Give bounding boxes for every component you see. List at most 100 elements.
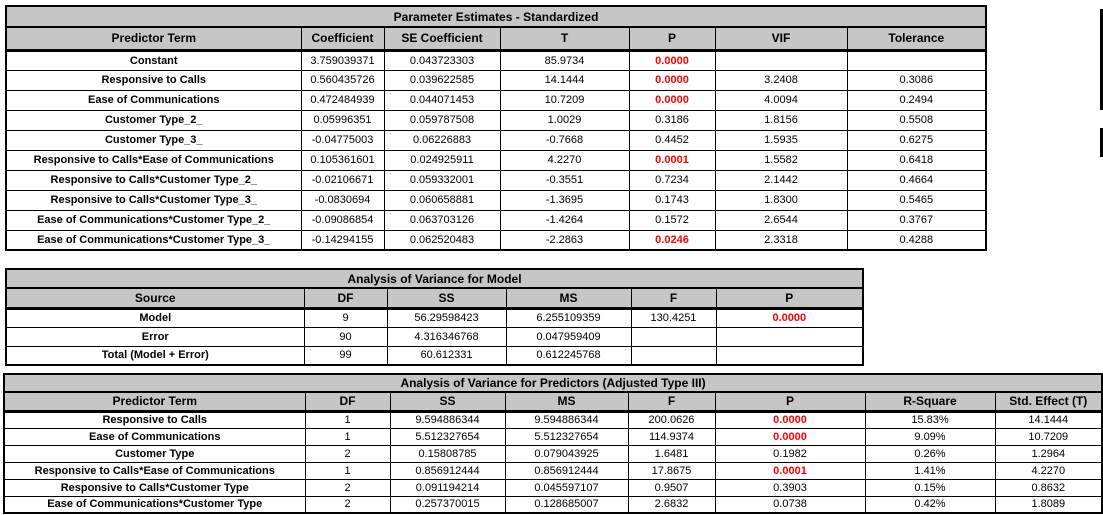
value-cell: 85.9734 xyxy=(499,49,630,71)
table-row: Customer Type_2_ 0.05996351 0.059787508 1.0… xyxy=(5,109,987,131)
column-header: MS xyxy=(504,391,629,413)
clipped-right-border-top xyxy=(1100,9,1103,110)
value-cell: 2 xyxy=(304,444,391,463)
value-cell: 0.1982 xyxy=(714,444,866,463)
value-cell: 0.0738 xyxy=(714,495,866,514)
value-cell: 0.05996351 xyxy=(300,109,385,131)
value-cell xyxy=(715,345,864,366)
value-cell: 2.6832 xyxy=(627,495,716,514)
row-label: Responsive to Calls*Ease of Communicatio… xyxy=(5,149,302,171)
significant-p-value: 0.0001 xyxy=(714,461,866,480)
value-cell: 0.045597107 xyxy=(504,478,629,497)
value-cell: 17.8675 xyxy=(627,461,716,480)
value-cell: 4.2270 xyxy=(994,461,1103,480)
value-cell: -1.4264 xyxy=(499,209,630,231)
value-cell xyxy=(715,326,864,347)
value-cell: 0.3086 xyxy=(846,69,987,91)
value-cell: 0.062520483 xyxy=(383,229,501,251)
table-row: Responsive to Calls 0.560435726 0.03962258… xyxy=(5,69,987,91)
column-header: Source xyxy=(5,287,305,310)
value-cell: 1 xyxy=(304,410,391,429)
value-cell: 0.6418 xyxy=(846,149,987,171)
value-cell: -0.0830694 xyxy=(300,189,385,211)
value-cell: 90 xyxy=(303,326,388,347)
row-label: Ease of Communications*Customer Type xyxy=(3,495,306,514)
value-cell: 2.6544 xyxy=(714,209,848,231)
row-label: Responsive to Calls*Customer Type xyxy=(3,478,306,497)
value-cell: 0.15% xyxy=(864,478,996,497)
row-label: Ease of Communications xyxy=(3,427,306,446)
significant-p-value: 0.0000 xyxy=(628,49,716,71)
value-cell: 9.594886344 xyxy=(389,410,506,429)
value-cell: 6.255109359 xyxy=(505,307,632,328)
row-label: Customer Type_2_ xyxy=(5,109,302,131)
value-cell xyxy=(846,49,987,71)
value-cell: 1.8156 xyxy=(714,109,848,131)
table-row: Ease of Communications*Customer Type_2_ -… xyxy=(5,209,987,231)
row-label: Responsive to Calls xyxy=(5,69,302,91)
value-cell: 2.3318 xyxy=(714,229,848,251)
value-cell: 0.4452 xyxy=(628,129,716,151)
value-cell: 0.047959409 xyxy=(505,326,632,347)
value-cell: 4.0094 xyxy=(714,89,848,111)
value-cell: 9.09% xyxy=(864,427,996,446)
column-header: F xyxy=(627,391,716,413)
row-label: Ease of Communications*Customer Type_2_ xyxy=(5,209,302,231)
table-title: Analysis of Variance for Model xyxy=(5,268,864,289)
value-cell: -0.14294155 xyxy=(300,229,385,251)
anova-predictors-table: Analysis of Variance for Predictors (Adj… xyxy=(3,373,1103,514)
value-cell: 0.257370015 xyxy=(389,495,506,514)
table-row: Model 9 56.29598423 6.255109359 130.4251 0.00… xyxy=(5,307,864,328)
value-cell: 4.316346768 xyxy=(386,326,507,347)
value-cell: 200.0626 xyxy=(627,410,716,429)
value-cell: 99 xyxy=(303,345,388,366)
column-header: R-Square xyxy=(864,391,996,413)
value-cell: 0.059787508 xyxy=(383,109,501,131)
value-cell: 4.2270 xyxy=(499,149,630,171)
column-header: DF xyxy=(303,287,388,310)
value-cell: 0.3186 xyxy=(628,109,716,131)
table-row: Responsive to Calls*Customer Type 2 0.0911… xyxy=(3,478,1103,497)
column-header: Predictor Term xyxy=(5,26,302,52)
column-header: VIF xyxy=(714,26,848,52)
row-label: Ease of Communications*Customer Type_3_ xyxy=(5,229,302,251)
value-cell: 1 xyxy=(304,427,391,446)
value-cell: 0.5465 xyxy=(846,189,987,211)
column-header: F xyxy=(630,287,717,310)
value-cell: 0.1572 xyxy=(628,209,716,231)
value-cell: 114.9374 xyxy=(627,427,716,446)
value-cell: -0.3551 xyxy=(499,169,630,191)
significant-p-value: 0.0000 xyxy=(628,89,716,111)
value-cell: 0.8632 xyxy=(994,478,1103,497)
table-row: Responsive to Calls*Customer Type_3_ -0.0… xyxy=(5,189,987,211)
value-cell: 60.612331 xyxy=(386,345,507,366)
value-cell: 2.1442 xyxy=(714,169,848,191)
value-cell: 0.560435726 xyxy=(300,69,385,91)
table-row: Ease of Communications*Customer Type_3_ -… xyxy=(5,229,987,251)
table-row: Responsive to Calls*Ease of Communicatio… xyxy=(5,149,987,171)
column-header: Std. Effect (T) xyxy=(994,391,1103,413)
table-row: Total (Model + Error) 99 60.612331 0.612245… xyxy=(5,345,864,366)
value-cell: 1.0029 xyxy=(499,109,630,131)
value-cell: 2 xyxy=(304,495,391,514)
value-cell: 1.5935 xyxy=(714,129,848,151)
column-header: Predictor Term xyxy=(3,391,306,413)
value-cell: 1.5582 xyxy=(714,149,848,171)
value-cell: 0.7234 xyxy=(628,169,716,191)
value-cell: 0.043723303 xyxy=(383,49,501,71)
value-cell: 1.2964 xyxy=(994,444,1103,463)
significant-p-value: 0.0000 xyxy=(628,69,716,91)
value-cell: 15.83% xyxy=(864,410,996,429)
row-label: Constant xyxy=(5,49,302,71)
table-title: Parameter Estimates - Standardized xyxy=(5,5,987,28)
value-cell: 0.091194214 xyxy=(389,478,506,497)
value-cell: 5.512327654 xyxy=(389,427,506,446)
significant-p-value: 0.0000 xyxy=(714,410,866,429)
table-row: Customer Type_3_ -0.04775003 0.06226883 -0.… xyxy=(5,129,987,151)
value-cell: 9.594886344 xyxy=(504,410,629,429)
table-row: Ease of Communications 0.472484939 0.04407… xyxy=(5,89,987,111)
value-cell: 0.9507 xyxy=(627,478,716,497)
value-cell: 0.6275 xyxy=(846,129,987,151)
significant-p-value: 0.0000 xyxy=(714,427,866,446)
